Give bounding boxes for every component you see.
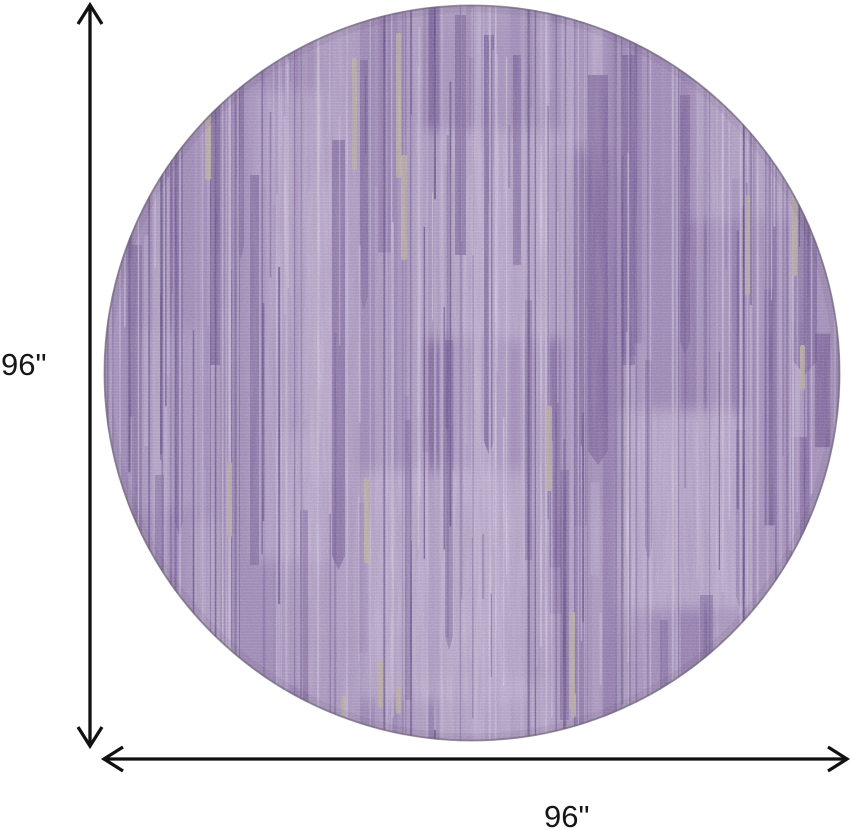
height-arrow-up-head	[76, 1, 104, 25]
height-arrow	[76, 1, 104, 750]
height-arrow-down-head	[76, 726, 104, 750]
width-dimension-label: 96"	[544, 799, 590, 830]
rug-edge	[103, 4, 841, 742]
rug-inner-shadow	[104, 5, 840, 741]
height-dimension-label: 96"	[1, 347, 47, 382]
width-arrow-right-head	[827, 745, 850, 773]
rug-weave-pattern	[104, 5, 840, 741]
width-arrow-left-head	[100, 745, 124, 773]
width-arrow	[100, 745, 850, 773]
rug-image	[103, 4, 841, 742]
